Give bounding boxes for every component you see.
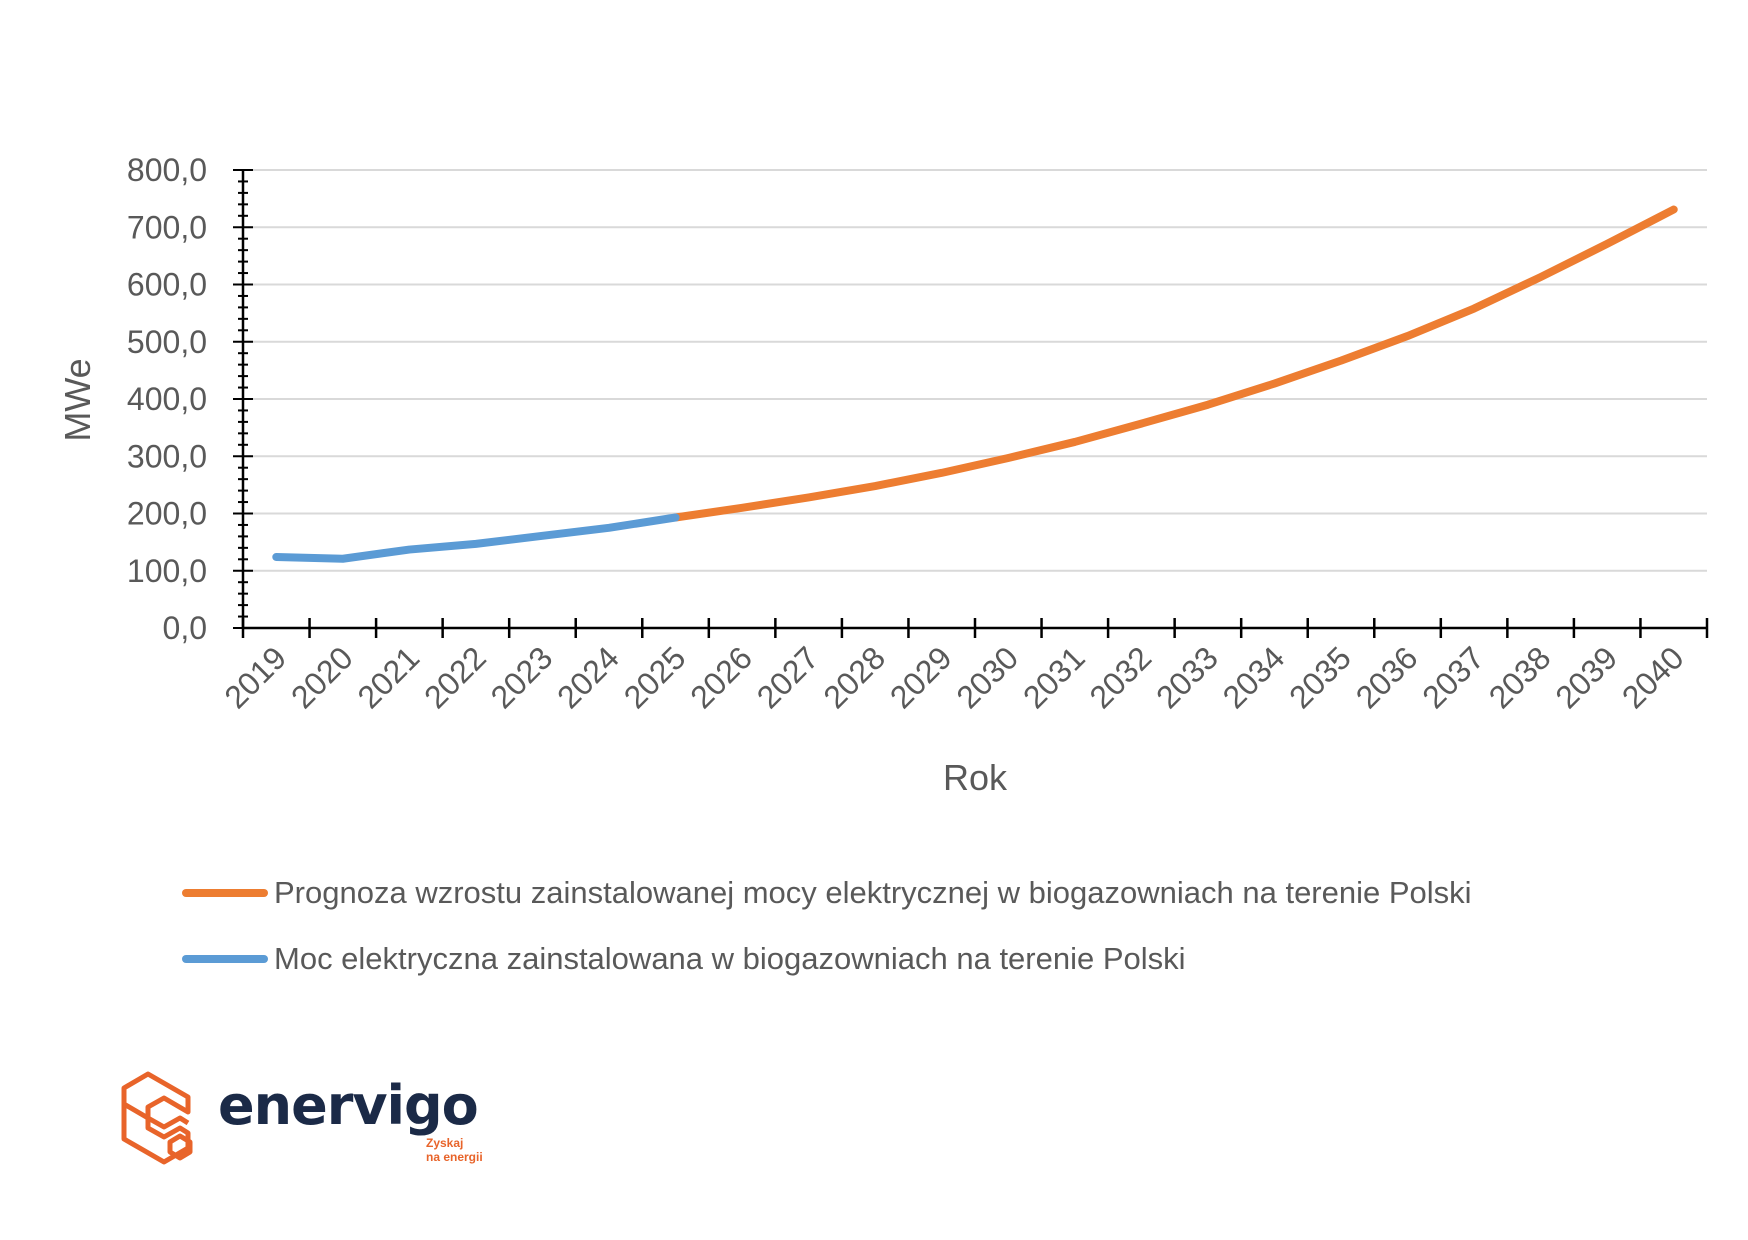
legend-label-installed: Moc elektryczna zainstalowana w biogazow… [274, 941, 1186, 976]
y-tick-label: 600,0 [127, 267, 207, 303]
x-tick-label: 2024 [550, 639, 626, 715]
y-tick-label: 500,0 [127, 324, 207, 360]
x-tick-label: 2035 [1282, 639, 1358, 715]
x-tick-label: 2025 [617, 639, 693, 715]
x-tick-label: 2040 [1615, 639, 1691, 715]
y-tick-label: 300,0 [127, 438, 207, 474]
y-tick-label: 700,0 [127, 209, 207, 245]
series-lines [272, 205, 1678, 563]
tagline-line1: Zyskaj [426, 1136, 464, 1150]
y-axis-title: MWe [57, 358, 98, 441]
legend-label-forecast: Prognoza wzrostu zainstalowanej mocy ele… [274, 875, 1472, 910]
x-tick-label: 2036 [1349, 639, 1425, 715]
enervigo-logo-icon [121, 1071, 193, 1165]
axes [233, 169, 1709, 638]
x-tick-label: 2028 [816, 639, 892, 715]
x-axis-title: Rok [943, 757, 1008, 798]
x-tick-label: 2022 [417, 639, 493, 715]
enervigo-wordmark: enervigo [218, 1074, 479, 1137]
x-tick-label: 2038 [1482, 639, 1558, 715]
y-tick-label: 800,0 [127, 152, 207, 188]
x-tick-label: 2020 [284, 639, 360, 715]
legend-swatch-installed [182, 955, 268, 963]
legend: Prognoza wzrostu zainstalowanej mocy ele… [182, 860, 1472, 992]
x-tick-label: 2032 [1083, 639, 1159, 715]
chart: 0,0 100,0 200,0 300,0 400,0 500,0 600,0 700,0 80… [57, 152, 1709, 798]
y-tick-label: 100,0 [127, 553, 207, 589]
legend-swatch-forecast [182, 889, 268, 897]
gridlines [243, 169, 1707, 572]
x-tick-label: 2021 [351, 639, 427, 715]
x-tick-label: 2039 [1548, 639, 1624, 715]
y-tick-label: 400,0 [127, 381, 207, 417]
x-tick-label: 2037 [1415, 639, 1491, 715]
y-tick-labels: 0,0 100,0 200,0 300,0 400,0 500,0 600,0 700,0 80… [127, 152, 207, 646]
x-tick-label: 2031 [1016, 639, 1092, 715]
x-tick-labels: 2019202020212022202320242025202620272028… [217, 639, 1690, 715]
tagline-line2: na energii [426, 1150, 483, 1164]
installed-series-line [272, 513, 680, 563]
legend-item-installed: Moc elektryczna zainstalowana w biogazow… [182, 926, 1472, 992]
x-tick-label: 2033 [1149, 639, 1225, 715]
x-tick-label: 2023 [484, 639, 560, 715]
x-tick-label: 2019 [217, 639, 293, 715]
enervigo-tagline: Zyskaj na energii [426, 1136, 483, 1164]
x-tick-label: 2027 [750, 639, 826, 715]
x-tick-label: 2026 [683, 639, 759, 715]
y-tick-label: 0,0 [163, 610, 207, 646]
legend-item-forecast: Prognoza wzrostu zainstalowanej mocy ele… [182, 860, 1472, 926]
x-tick-label: 2034 [1216, 639, 1292, 715]
x-tick-label: 2030 [949, 639, 1025, 715]
x-tick-label: 2029 [883, 639, 959, 715]
y-tick-label: 200,0 [127, 496, 207, 532]
enervigo-logo: enervigo Zyskaj na energii [118, 1070, 508, 1170]
forecast-series-line [671, 205, 1678, 522]
